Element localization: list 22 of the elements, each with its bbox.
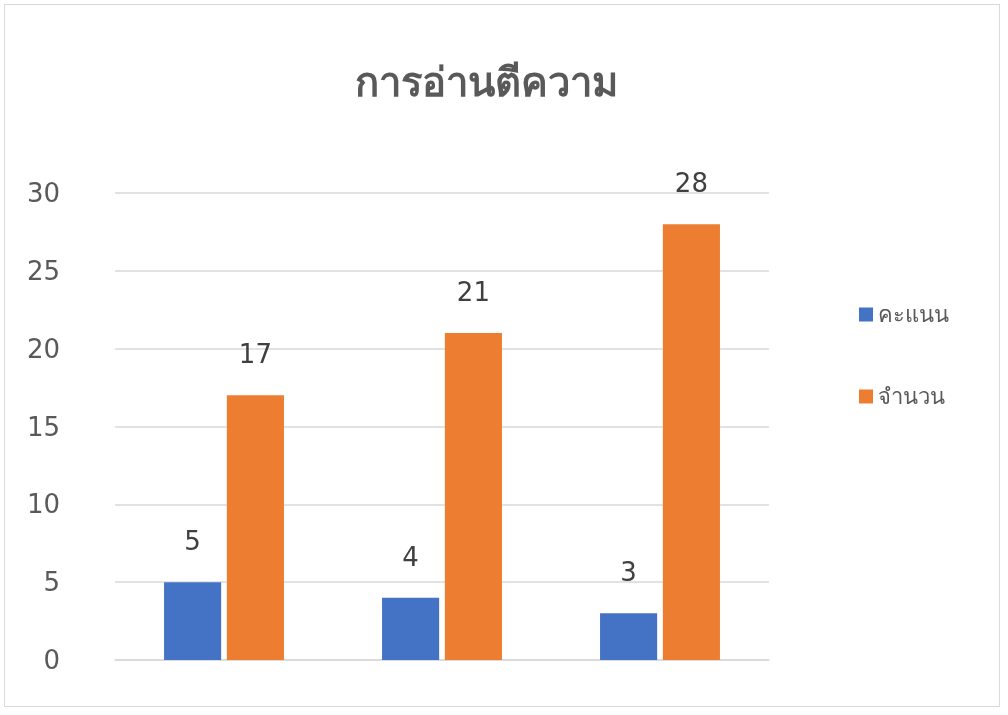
chart-title: การอ่านตีความ — [355, 59, 618, 105]
y-tick-label: 25 — [26, 255, 60, 286]
y-tick-label: 30 — [26, 178, 60, 208]
legend-label: จำนวน — [878, 384, 945, 409]
bar — [382, 597, 440, 660]
data-label: 28 — [674, 168, 708, 199]
bar — [662, 224, 720, 660]
data-label: 17 — [238, 339, 272, 370]
y-tick-label: 20 — [26, 333, 60, 364]
y-tick-label: 5 — [43, 567, 60, 598]
bar — [600, 613, 658, 660]
data-label: 5 — [184, 526, 201, 557]
data-label: 21 — [456, 277, 490, 308]
bar — [226, 395, 284, 660]
y-tick-label: 15 — [26, 411, 60, 442]
bar — [164, 582, 222, 660]
data-label: 3 — [620, 557, 637, 588]
y-tick-label: 10 — [26, 489, 60, 520]
legend-label: คะแนน — [878, 302, 949, 327]
bar — [444, 333, 502, 660]
y-tick-label: 0 — [43, 645, 60, 675]
data-label: 4 — [402, 541, 419, 572]
